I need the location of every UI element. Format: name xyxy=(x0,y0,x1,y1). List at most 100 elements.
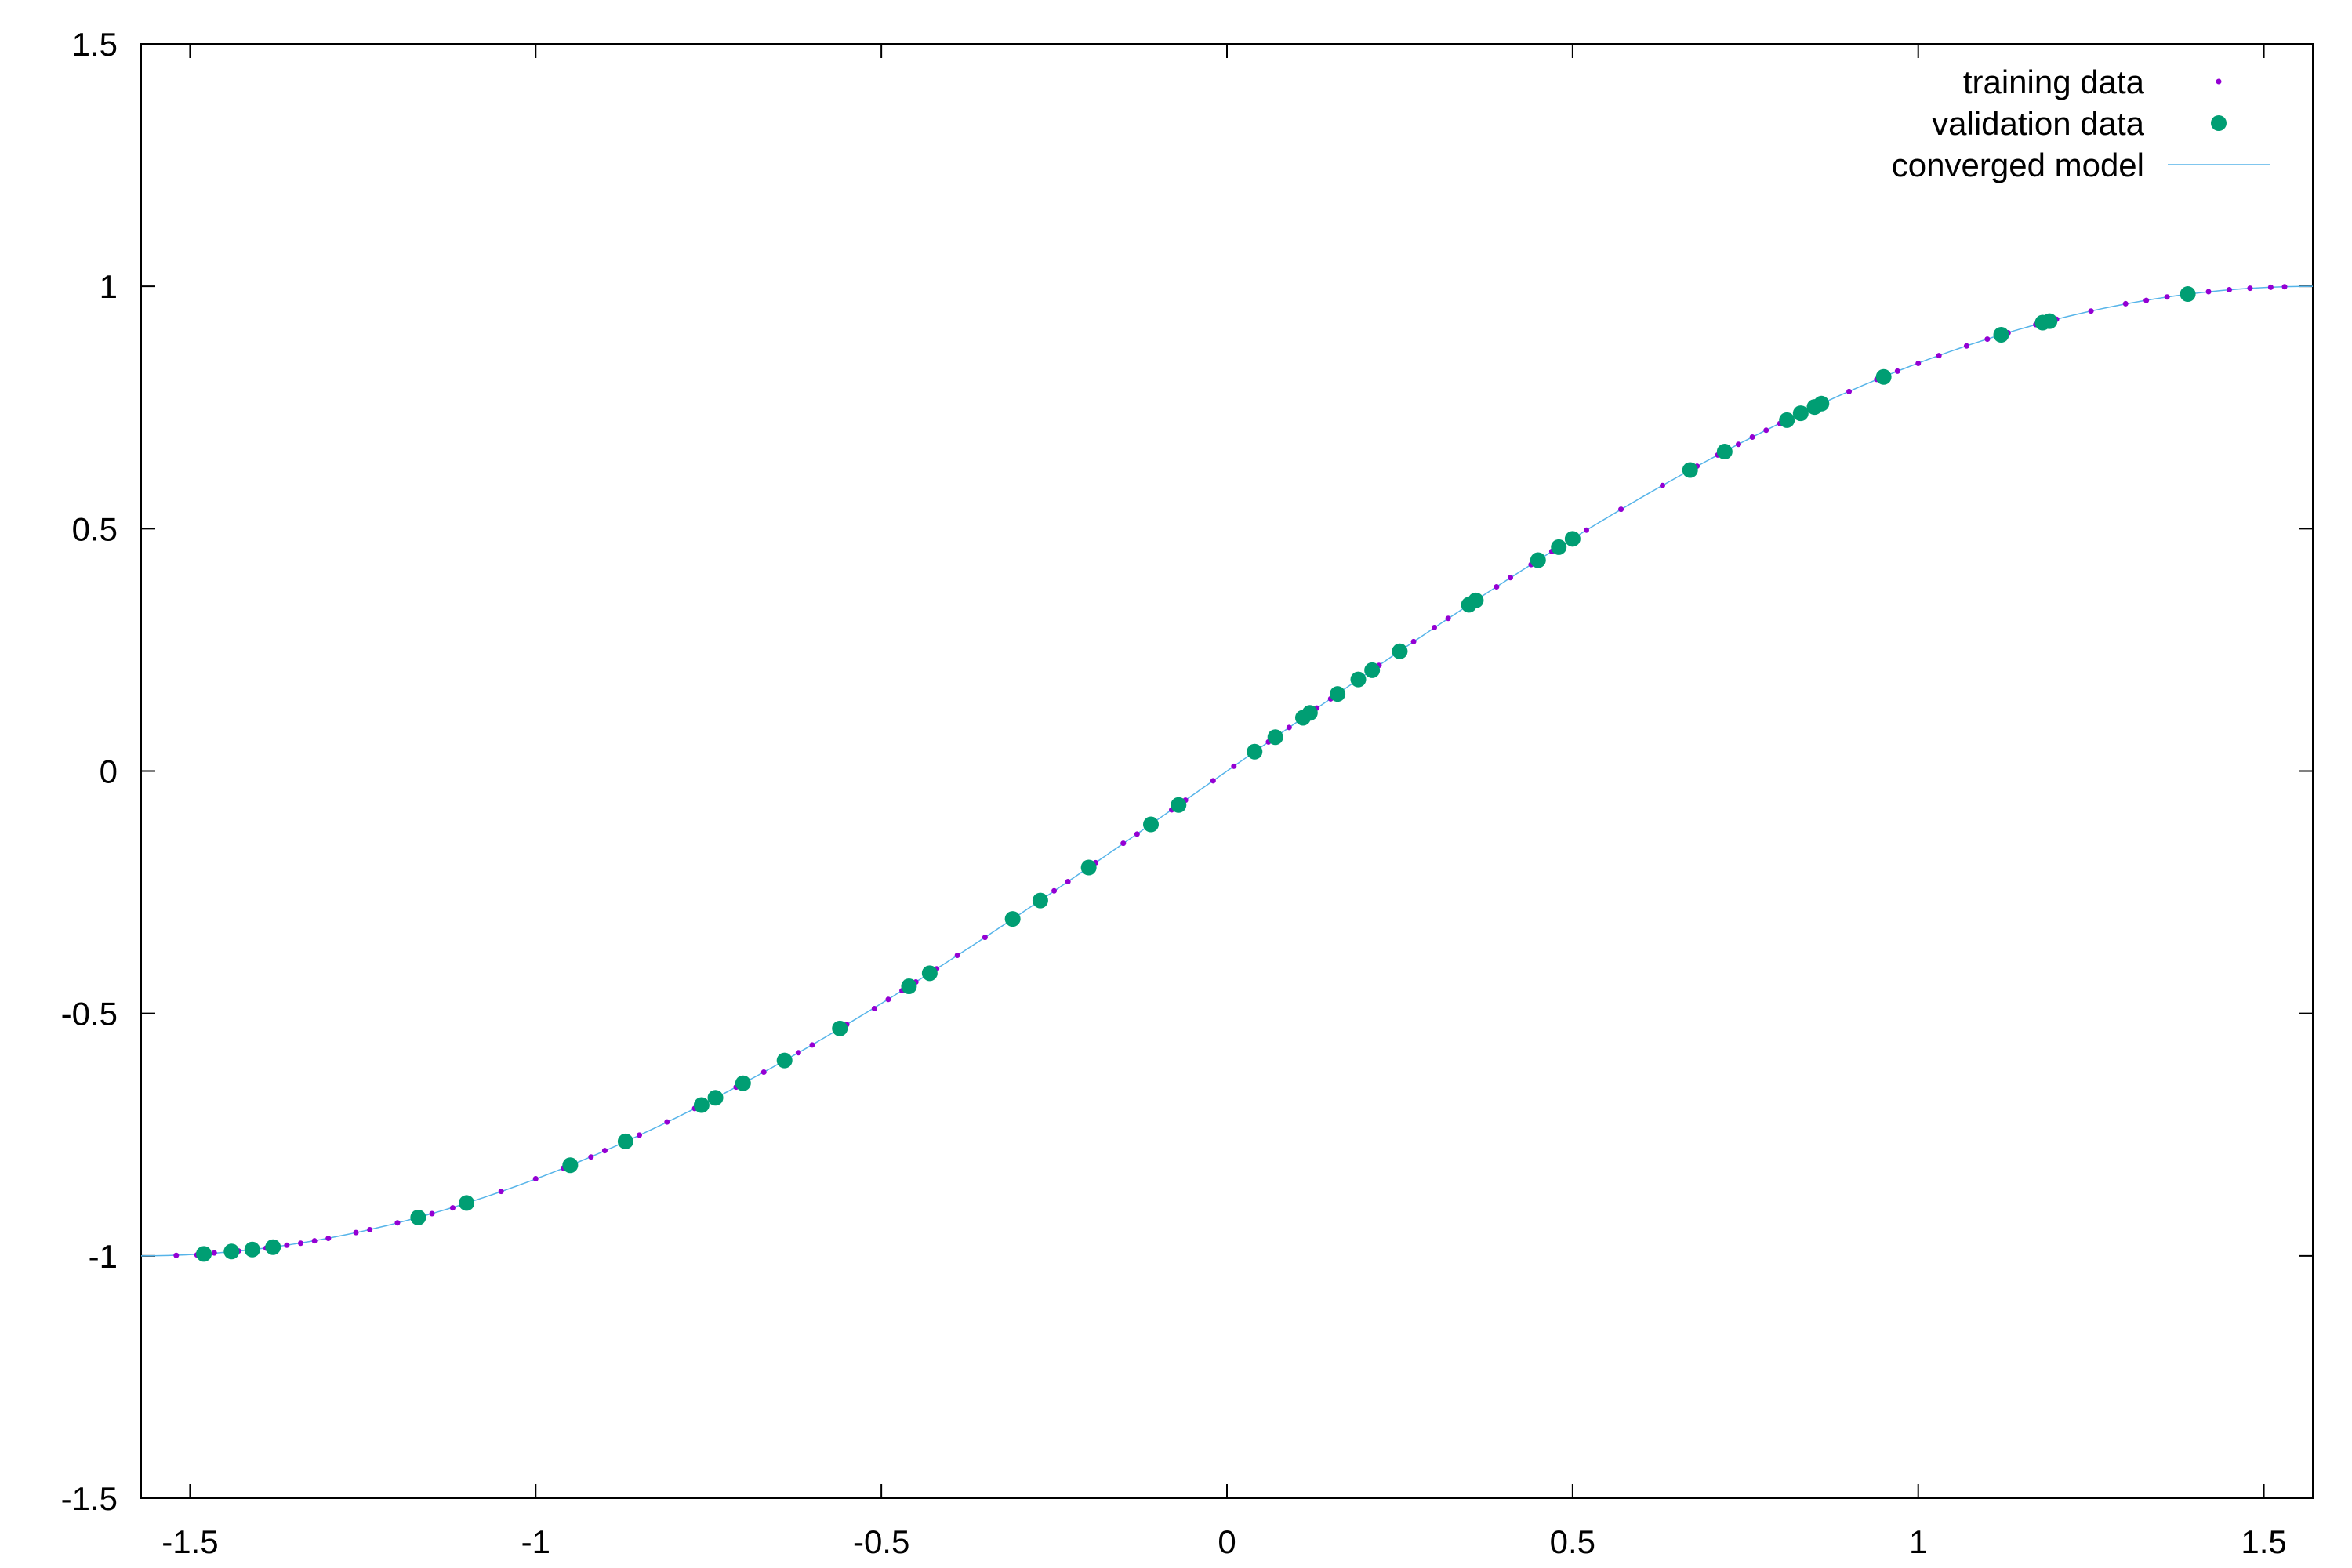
training-point xyxy=(1749,434,1755,440)
validation-point xyxy=(707,1090,724,1106)
validation-point xyxy=(921,965,938,982)
training-point xyxy=(588,1154,594,1160)
training-point xyxy=(760,1069,767,1075)
x-tick-label: 0 xyxy=(1218,1523,1236,1560)
training-point xyxy=(637,1132,643,1138)
validation-point xyxy=(735,1075,751,1091)
training-point xyxy=(1494,584,1500,590)
training-point xyxy=(1410,638,1417,644)
validation-point xyxy=(1267,729,1283,746)
validation-point xyxy=(265,1239,281,1255)
y-tick-label: 1 xyxy=(100,268,118,305)
validation-point xyxy=(1247,743,1263,760)
validation-point xyxy=(1392,643,1408,659)
training-point xyxy=(954,952,960,958)
validation-point xyxy=(244,1241,260,1258)
training-point xyxy=(311,1238,318,1244)
validation-point xyxy=(901,978,917,995)
validation-point xyxy=(2180,286,2196,303)
training-point xyxy=(1120,840,1127,847)
validation-point xyxy=(196,1246,212,1262)
y-tick-label: -0.5 xyxy=(61,996,118,1033)
x-tick-label: -1.5 xyxy=(162,1523,218,1560)
training-point xyxy=(1894,368,1900,374)
y-tick-label: 0 xyxy=(100,753,118,790)
training-point xyxy=(1659,482,1665,488)
validation-point xyxy=(693,1097,710,1113)
training-point xyxy=(1065,878,1071,884)
validation-point xyxy=(1993,327,2009,343)
legend: training data validation data converged … xyxy=(1892,64,2270,183)
training-point xyxy=(284,1242,290,1248)
training-point xyxy=(1231,763,1237,769)
y-tick-label: 1.5 xyxy=(72,26,118,63)
legend-label-model: converged model xyxy=(1892,147,2144,183)
x-tick-label: -1 xyxy=(521,1523,550,1560)
validation-point xyxy=(223,1243,240,1260)
y-tick-label: -1 xyxy=(89,1238,118,1275)
training-point xyxy=(1763,427,1769,434)
validation-point xyxy=(1779,412,1795,428)
training-point xyxy=(532,1176,539,1182)
y-tick-label: -1.5 xyxy=(61,1480,118,1517)
y-tick-labels: -1.5 -1 -0.5 0 0.5 1 1.5 xyxy=(61,26,118,1517)
legend-marker-training xyxy=(2216,78,2222,85)
training-point xyxy=(298,1240,304,1247)
legend-marker-validation xyxy=(2211,115,2227,131)
x-tick-label: 1 xyxy=(1909,1523,1927,1560)
training-point xyxy=(2267,284,2274,290)
validation-point xyxy=(1875,368,1892,385)
validation-point xyxy=(1143,816,1160,833)
training-point xyxy=(1445,615,1451,622)
training-point xyxy=(1618,506,1624,513)
training-point xyxy=(885,996,891,1003)
training-point xyxy=(173,1252,180,1258)
training-point xyxy=(1583,527,1589,533)
training-point xyxy=(325,1236,332,1242)
legend-label-training: training data xyxy=(1963,64,2145,100)
training-point xyxy=(429,1210,435,1217)
validation-point xyxy=(1330,686,1346,702)
training-point xyxy=(2122,300,2129,307)
training-point xyxy=(2281,284,2288,290)
validation-point xyxy=(1032,892,1048,909)
training-point xyxy=(1936,353,1942,359)
validation-point xyxy=(1813,395,1830,412)
validation-point xyxy=(1792,405,1809,422)
validation-point xyxy=(1716,444,1733,460)
validation-point xyxy=(1364,662,1381,678)
x-tick-label: 1.5 xyxy=(2241,1523,2286,1560)
validation-point xyxy=(1682,462,1698,478)
validation-point xyxy=(2042,313,2058,329)
training-point xyxy=(664,1119,670,1125)
training-point xyxy=(2088,308,2094,314)
y-tick-label: 0.5 xyxy=(72,510,118,547)
training-point xyxy=(982,935,988,941)
validation-point xyxy=(459,1195,475,1211)
training-point xyxy=(1210,778,1216,784)
training-point xyxy=(1846,388,1853,394)
x-tick-label: 0.5 xyxy=(1550,1523,1595,1560)
validation-point xyxy=(832,1020,848,1036)
training-point xyxy=(795,1050,801,1056)
validation-point xyxy=(617,1133,633,1149)
training-point xyxy=(1963,343,1969,349)
training-point xyxy=(2143,297,2150,303)
training-point xyxy=(809,1042,815,1048)
validation-point xyxy=(562,1157,579,1174)
x-tick-label: -0.5 xyxy=(853,1523,909,1560)
training-point xyxy=(1051,887,1058,894)
training-point xyxy=(353,1229,359,1236)
training-point xyxy=(1508,575,1514,581)
model-curve xyxy=(140,285,2314,1257)
model-curve-group xyxy=(140,285,2314,1257)
training-point xyxy=(2247,285,2253,292)
training-point xyxy=(211,1250,217,1256)
training-point xyxy=(871,1005,877,1011)
training-point xyxy=(1984,336,1991,343)
training-point xyxy=(2205,289,2212,295)
validation-point xyxy=(776,1052,793,1069)
training-point xyxy=(1432,624,1438,630)
validation-point xyxy=(1530,552,1546,568)
